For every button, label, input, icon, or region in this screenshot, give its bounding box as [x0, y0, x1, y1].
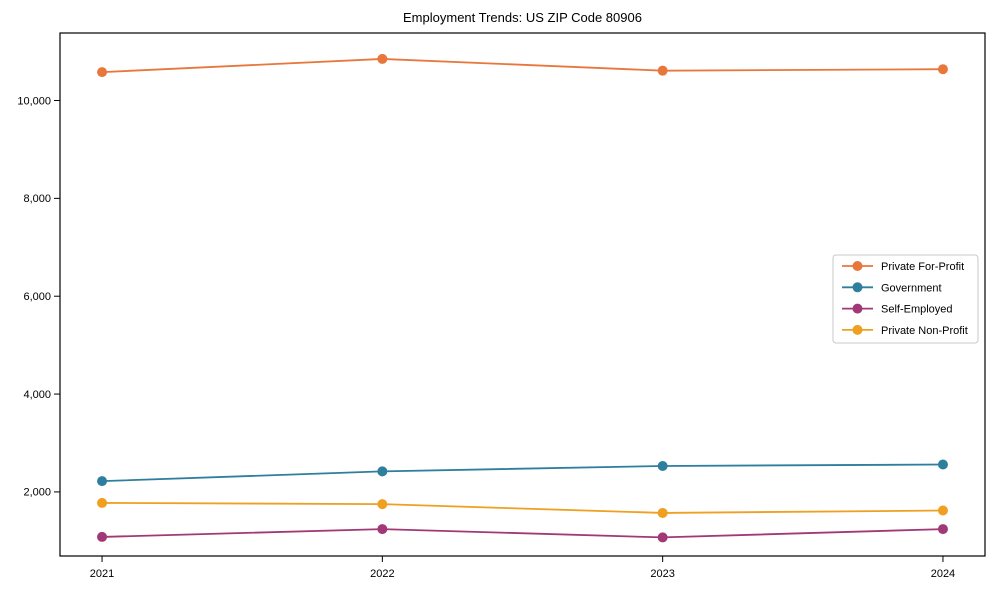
legend-item-self-employed: Self-Employed — [842, 303, 953, 316]
legend-marker-dot — [852, 282, 863, 293]
data-point-private-non-profit-2022 — [377, 499, 388, 510]
data-point-private-non-profit-2023 — [657, 507, 668, 518]
legend-marker-dot — [852, 261, 863, 271]
data-point-government-2022 — [377, 466, 388, 477]
data-point-private-for-profit-2024 — [937, 64, 948, 75]
x-tick-label: 2021 — [90, 568, 114, 580]
data-point-private-for-profit-2021 — [97, 67, 108, 78]
series-line-self-employed — [102, 528, 943, 539]
data-point-government-2023 — [657, 460, 668, 471]
data-point-self-employed-2024 — [937, 524, 948, 535]
data-point-private-non-profit-2024 — [937, 505, 948, 516]
legend-label: Government — [881, 282, 942, 294]
x-tick-label: 2024 — [931, 568, 955, 580]
data-point-government-2021 — [97, 476, 108, 487]
series-line-private-for-profit — [102, 58, 943, 74]
legend-item-private-for-profit: Private For-Profit — [842, 261, 964, 273]
data-point-private-for-profit-2022 — [377, 53, 388, 64]
data-point-self-employed-2022 — [377, 524, 388, 535]
legend-box — [832, 254, 979, 344]
y-tick-label: 2,000 — [23, 487, 51, 499]
legend-marker-dot — [852, 324, 863, 335]
plot-border — [59, 32, 986, 557]
chart-title: Employment Trends: US ZIP Code 80906 — [403, 10, 642, 25]
data-point-private-non-profit-2021 — [97, 497, 108, 508]
series-line-government — [102, 463, 943, 483]
legend-marker-dot — [852, 303, 863, 314]
data-point-private-for-profit-2023 — [657, 65, 668, 76]
legend-label: Self-Employed — [881, 304, 953, 316]
legend-label: Private For-Profit — [881, 261, 964, 273]
data-point-government-2024 — [937, 459, 948, 470]
y-tick-label: 8,000 — [23, 193, 51, 205]
data-point-self-employed-2021 — [97, 531, 108, 542]
y-tick-label: 6,000 — [23, 291, 51, 303]
legend: Private For-Profit Government Self-Employe… — [832, 254, 979, 344]
y-tick-label: 10,000 — [17, 95, 51, 107]
data-point-self-employed-2023 — [657, 532, 668, 543]
legend-label: Private Non-Profit — [881, 325, 968, 337]
y-tick-label: 4,000 — [23, 389, 51, 401]
x-tick-label: 2022 — [370, 568, 394, 580]
legend-item-government: Government — [842, 282, 942, 294]
x-tick-label: 2023 — [650, 568, 674, 580]
legend-item-private-non-profit: Private Non-Profit — [842, 324, 968, 337]
series-line-private-non-profit — [102, 502, 943, 514]
